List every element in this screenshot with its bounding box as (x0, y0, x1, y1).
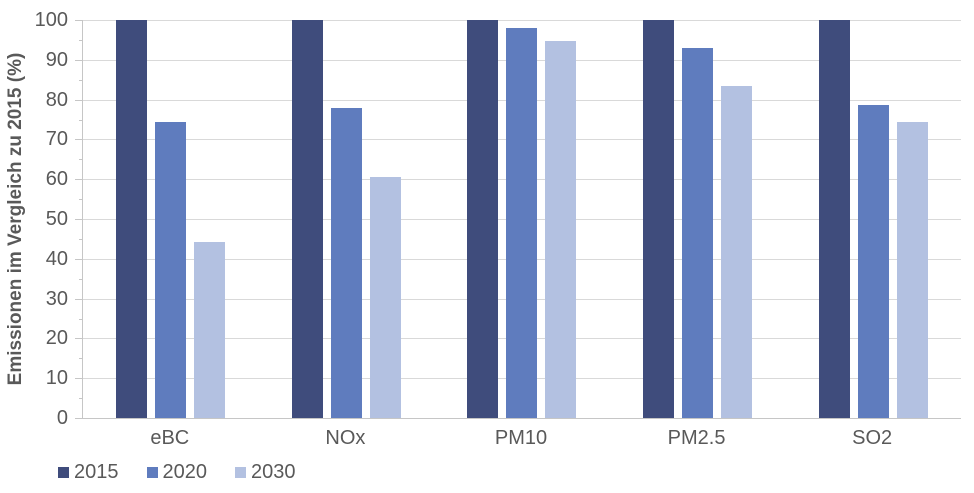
y-tick-label: 40 (45, 247, 68, 270)
y-axis-minor-tick (79, 199, 82, 201)
y-axis-major-tick (75, 99, 82, 101)
y-tick-label: 70 (45, 128, 68, 151)
y-tick-label: 60 (45, 168, 68, 191)
x-category-label-NOx: NOx (325, 427, 366, 449)
y-axis-major-tick (75, 338, 82, 340)
bar-2015-PM2.5 (643, 20, 675, 418)
legend-swatch-2030 (235, 467, 246, 478)
y-axis-minor-tick (79, 238, 82, 240)
bar-2020-PM10 (506, 27, 538, 418)
y-axis-minor-tick (79, 398, 82, 400)
bar-groups (83, 20, 961, 418)
x-axis-category-labels: eBC NOx PM10 PM2.5 SO2 (82, 427, 960, 450)
legend-label-2015: 2015 (74, 461, 119, 483)
y-axis-major-tick (75, 20, 82, 21)
bar-2030-NOx (369, 177, 401, 418)
y-axis-minor-tick (79, 358, 82, 360)
bar-2030-SO2 (896, 121, 928, 418)
y-axis-major-tick (75, 378, 82, 380)
y-tick-label: 50 (45, 208, 68, 230)
legend-swatch-2020 (146, 467, 158, 478)
y-tick-label: 80 (45, 88, 68, 111)
y-axis-tick-labels: 0 10 20 30 40 50 60 70 80 90 100 (0, 10, 68, 428)
y-axis-minor-tick (79, 79, 82, 81)
bar-2015-eBC (116, 20, 148, 418)
x-category-label-SO2: SO2 (852, 427, 893, 449)
y-axis-major-tick (75, 258, 82, 260)
bar-2020-PM2.5 (682, 47, 714, 418)
legend-label-2030: 2030 (251, 461, 296, 483)
bar-2030-eBC (194, 242, 226, 418)
bar-group-PM10 (434, 20, 610, 418)
legend-item-2015: 2015 (58, 461, 119, 484)
bar-2015-SO2 (818, 20, 850, 418)
y-tick-label: 0 (56, 407, 68, 429)
bar-group-NOx (259, 20, 435, 418)
y-axis-major-tick (75, 59, 82, 61)
y-axis-major-tick (75, 139, 82, 141)
bar-2020-NOx (330, 107, 362, 418)
y-tick-label: 30 (45, 287, 68, 310)
bar-2015-NOx (291, 20, 323, 418)
bar-group-PM2.5 (610, 20, 786, 418)
x-category-label-eBC: eBC (150, 427, 190, 449)
y-axis-minor-tick (79, 159, 82, 161)
y-axis-minor-tick (79, 318, 82, 320)
y-axis-major-tick (75, 418, 82, 419)
y-axis-minor-tick (79, 39, 82, 41)
y-axis-major-tick (75, 179, 82, 181)
legend-swatch-2015 (58, 467, 69, 478)
y-tick-label: 10 (45, 367, 68, 390)
y-tick-label: 20 (45, 327, 68, 350)
bar-2030-PM2.5 (721, 86, 753, 418)
bar-2020-SO2 (857, 105, 889, 418)
y-axis-major-tick (75, 219, 82, 220)
bar-2030-PM10 (545, 41, 577, 418)
bar-group-eBC (83, 20, 259, 418)
x-category-label-PM10: PM10 (494, 427, 548, 449)
bar-2015-PM10 (467, 20, 499, 418)
plot-area (75, 20, 961, 419)
bar-2020-eBC (155, 121, 187, 418)
legend-item-2020: 2020 (146, 461, 208, 484)
bar-group-SO2 (785, 20, 961, 418)
y-axis-minor-tick (79, 278, 82, 280)
legend-item-2030: 2030 (235, 461, 296, 484)
y-axis-major-tick (75, 298, 82, 300)
y-tick-label: 100 (34, 9, 68, 31)
y-tick-label: 90 (45, 48, 68, 71)
x-category-label-PM2.5: PM2.5 (667, 427, 726, 449)
legend: 2015 2020 2030 (58, 461, 296, 484)
gridline (83, 20, 961, 21)
y-axis-minor-tick (79, 119, 82, 121)
legend-label-2020: 2020 (162, 461, 208, 483)
